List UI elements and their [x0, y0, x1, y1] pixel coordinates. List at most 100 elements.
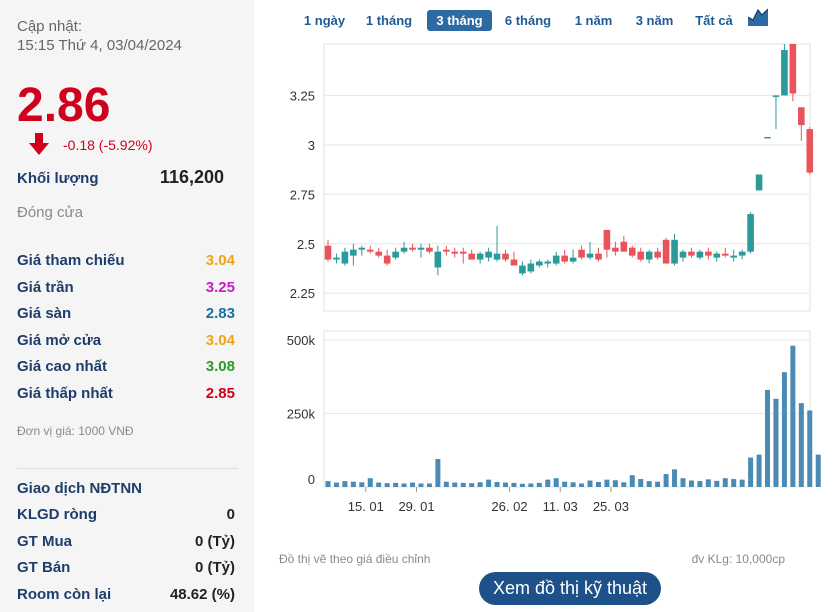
volume-bar [629, 475, 635, 487]
volume-tick-label: 500k [287, 333, 316, 348]
volume-value: 116,200 [159, 167, 224, 187]
candle-body [341, 251, 349, 264]
volume-bar [359, 482, 365, 487]
candle-body [544, 261, 552, 264]
volume-bar [672, 469, 678, 487]
candle-body [620, 241, 628, 252]
candle-body [721, 253, 729, 256]
candle-body [781, 49, 788, 96]
price-tick-label: 3 [308, 138, 315, 153]
candle-body [806, 129, 814, 173]
candle-body [383, 255, 391, 264]
volume-tick-label: 0 [308, 472, 315, 487]
volume-bar [367, 478, 373, 487]
volume-bar [486, 479, 492, 487]
candle-body [569, 257, 577, 262]
candle-body [502, 253, 509, 260]
candle-body [519, 265, 526, 274]
candle-body [654, 251, 661, 258]
volume-bar [612, 480, 618, 487]
candle-body [764, 136, 771, 139]
foreign-value: 0 [226, 506, 235, 523]
divider [17, 468, 238, 469]
price-frame [323, 43, 811, 312]
update-label: Cập nhật: [17, 18, 83, 35]
candle-body [696, 251, 704, 258]
stat-value: 3.04 [205, 252, 235, 269]
volume-bar [562, 481, 568, 487]
tab-period[interactable]: 1 tháng [365, 13, 413, 28]
candle-body [772, 95, 780, 97]
volume-bar [638, 479, 644, 487]
candle-body [350, 249, 357, 256]
volume-bar [579, 483, 585, 487]
volume-bar [502, 482, 508, 487]
tab-period[interactable]: 1 năm [574, 13, 613, 28]
area-chart-icon[interactable] [747, 8, 769, 31]
volume-bar [528, 483, 534, 487]
candle-body [324, 245, 332, 260]
tab-period[interactable]: Tất cả [695, 13, 733, 28]
candle-body [612, 247, 619, 252]
volume-bar [790, 345, 796, 487]
tab-period[interactable]: 1 ngày [303, 13, 346, 28]
volume-bar [765, 389, 771, 487]
volume-bar [714, 480, 720, 487]
volume-bar [536, 482, 542, 487]
foreign-label: GT Bán [17, 559, 71, 576]
volume-bar [376, 482, 382, 487]
candle-body [738, 251, 746, 256]
volume-bar [697, 481, 703, 487]
volume-bar [807, 410, 813, 487]
volume-bar [663, 474, 669, 487]
volume-bar [798, 403, 804, 487]
stat-value: 3.04 [205, 332, 235, 349]
volume-bar [604, 479, 610, 487]
candle-body [375, 251, 383, 256]
stat-value: 2.85 [205, 385, 235, 402]
candle-body [358, 247, 366, 250]
candle-body [798, 107, 805, 126]
candle-body [409, 247, 416, 250]
tab-period[interactable]: 3 năm [635, 13, 674, 28]
technical-chart-button[interactable]: Xem đồ thị kỹ thuật [479, 572, 661, 605]
volume-bar [494, 481, 500, 487]
x-tick-label: 29. 01 [398, 499, 434, 514]
update-time: 15:15 Thứ 4, 03/04/2024 [17, 37, 182, 54]
candle-body [552, 255, 560, 264]
volume-bar [748, 457, 754, 487]
volume-bar [781, 372, 787, 487]
stat-value: 2.83 [205, 305, 235, 322]
volume-frame [323, 330, 811, 488]
volume-bar [511, 482, 517, 487]
stat-label: Giá cao nhất [17, 358, 108, 375]
price-tick-label: 2.25 [290, 286, 315, 301]
price-tick-label: 2.75 [290, 187, 315, 202]
chart-note: Đồ thị vẽ theo giá điều chỉnh [279, 552, 431, 566]
volume-bar [443, 481, 449, 487]
volume-bar [460, 482, 466, 487]
tab-period[interactable]: 6 tháng [504, 13, 552, 28]
volume-bar [333, 482, 339, 487]
tab-period[interactable]: 3 tháng [427, 10, 492, 31]
candle-body [586, 253, 594, 258]
volume-bar [756, 454, 762, 487]
candle-body [603, 229, 611, 250]
volume-bar [587, 480, 593, 487]
price-tick-label: 2.5 [297, 237, 315, 252]
volume-bar [646, 481, 652, 487]
candle-body [366, 249, 374, 252]
volume-bar [722, 478, 728, 487]
candle-body [392, 251, 399, 258]
unit-note: Đơn vị giá: 1000 VNĐ [17, 424, 134, 438]
stat-label: Giá mở cửa [17, 332, 102, 349]
volume-bar [452, 482, 458, 487]
foreign-label: Room còn lại [17, 586, 112, 603]
volume-unit: đv KLg: 10,000cp [691, 552, 785, 566]
stat-label: Giá tham chiếu [17, 252, 125, 269]
candle-body [333, 257, 340, 260]
volume-bar [519, 483, 525, 487]
foreign-label: KLGD ròng [17, 506, 97, 523]
candle-body [628, 247, 636, 256]
